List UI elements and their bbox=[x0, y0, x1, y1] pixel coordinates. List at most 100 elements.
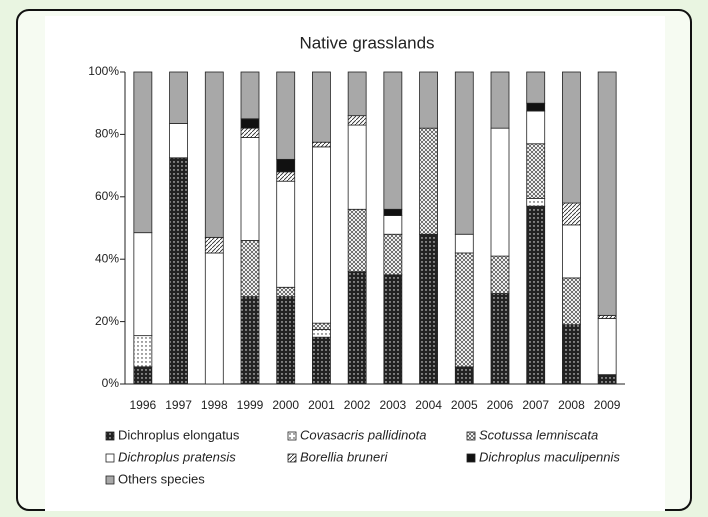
legend-swatch bbox=[105, 453, 115, 463]
y-tick-label: 20% bbox=[95, 314, 119, 328]
x-tick-label: 2004 bbox=[415, 398, 442, 412]
x-tick-label: 1997 bbox=[165, 398, 192, 412]
bar-segment bbox=[169, 71, 188, 124]
bar-segment bbox=[240, 71, 260, 120]
bar-segment bbox=[526, 110, 546, 145]
legend-label: Dichroplus pratensis bbox=[118, 449, 236, 464]
bar-segment bbox=[454, 366, 474, 385]
bar-segment bbox=[562, 324, 581, 385]
x-tick-label: 2009 bbox=[594, 398, 621, 412]
bar-segment bbox=[419, 233, 438, 385]
legend-label: Dichroplus maculipennis bbox=[479, 449, 620, 464]
x-tick-label: 2007 bbox=[522, 398, 549, 412]
bar-segment bbox=[276, 296, 296, 385]
bar-segment bbox=[312, 322, 331, 330]
x-tick-label: 1999 bbox=[237, 398, 264, 412]
bar-segment bbox=[490, 71, 510, 129]
bar-segment bbox=[383, 208, 403, 216]
legend-swatch bbox=[466, 453, 476, 463]
y-tick-label: 0% bbox=[102, 376, 120, 390]
x-tick-label: 2003 bbox=[380, 398, 407, 412]
bar-segment bbox=[526, 205, 546, 385]
bar-segment bbox=[133, 71, 153, 234]
x-tick-label: 2006 bbox=[487, 398, 514, 412]
legend-swatch bbox=[105, 431, 115, 441]
bar-segment bbox=[526, 143, 546, 199]
bar-segment bbox=[490, 255, 510, 294]
bar-segment bbox=[204, 236, 224, 254]
bar-segment bbox=[312, 336, 331, 385]
bar-segment bbox=[597, 314, 617, 319]
legend-swatch bbox=[466, 431, 476, 441]
x-tick-label: 1996 bbox=[130, 398, 157, 412]
legend-label: Scotussa lemniscata bbox=[479, 427, 598, 442]
bar-segment bbox=[312, 141, 331, 148]
bar-segment bbox=[312, 328, 331, 338]
bar-segment bbox=[312, 71, 331, 143]
bar-segment bbox=[276, 71, 296, 160]
y-tick-label: 40% bbox=[95, 251, 119, 265]
bar-segment bbox=[347, 208, 367, 273]
y-tick-label: 80% bbox=[95, 127, 119, 141]
bar-segment bbox=[526, 102, 546, 112]
bar-segment bbox=[419, 127, 438, 235]
x-tick-label: 1998 bbox=[201, 398, 228, 412]
x-tick-label: 2002 bbox=[344, 398, 371, 412]
bar-segment bbox=[562, 277, 581, 326]
bar-segment bbox=[383, 71, 403, 210]
bar-segment bbox=[133, 335, 153, 368]
legend-label: Dichroplus elongatus bbox=[118, 427, 240, 442]
bar-segment bbox=[383, 233, 403, 276]
bar-segment bbox=[454, 71, 474, 235]
bar-segment bbox=[133, 232, 153, 337]
bar-segment bbox=[562, 71, 581, 204]
bar-segment bbox=[347, 124, 367, 210]
bar-segment bbox=[204, 252, 224, 385]
bar-segment bbox=[490, 127, 510, 257]
bar-segment bbox=[240, 137, 260, 241]
legend-label: Borellia bruneri bbox=[300, 449, 389, 464]
bar-segment bbox=[597, 374, 617, 385]
y-tick-label: 100% bbox=[88, 64, 119, 78]
bar-segment bbox=[562, 224, 581, 279]
bar-segment bbox=[454, 252, 474, 368]
x-tick-label: 2000 bbox=[272, 398, 299, 412]
bar-segment bbox=[276, 286, 296, 298]
y-tick-label: 60% bbox=[95, 189, 119, 203]
bar-segment bbox=[240, 296, 260, 385]
bar-segment bbox=[454, 233, 474, 254]
bar-segment bbox=[347, 115, 367, 126]
x-tick-label: 2008 bbox=[558, 398, 585, 412]
bar-segment bbox=[240, 127, 260, 138]
bar-segment bbox=[347, 71, 367, 117]
legend-label: Others species bbox=[118, 471, 205, 486]
x-tick-label: 2001 bbox=[308, 398, 335, 412]
legend-label: Covasacris pallidinota bbox=[300, 427, 426, 442]
bar-segment bbox=[383, 215, 403, 235]
bar-segment bbox=[526, 197, 546, 207]
x-tick-label: 2005 bbox=[451, 398, 478, 412]
bar-segment bbox=[240, 118, 260, 129]
bar-segment bbox=[276, 158, 296, 173]
bar-segment bbox=[597, 318, 617, 376]
bar-segment bbox=[526, 71, 546, 104]
legend-swatch bbox=[287, 453, 297, 463]
bar-segment bbox=[562, 202, 581, 226]
legend-swatch bbox=[287, 431, 297, 441]
bar-segment bbox=[490, 293, 510, 385]
bar-segment bbox=[383, 274, 403, 385]
chart-title: Native grasslands bbox=[299, 33, 434, 52]
bar-segment bbox=[240, 240, 260, 298]
bar-segment bbox=[419, 71, 438, 129]
bar-segment bbox=[133, 366, 153, 385]
bar-segment bbox=[597, 71, 617, 316]
bar-segment bbox=[276, 180, 296, 288]
bar-segment bbox=[312, 146, 331, 324]
bar-segment bbox=[276, 171, 296, 182]
bar-segment bbox=[169, 123, 188, 159]
bar-segment bbox=[347, 271, 367, 385]
bar-segment bbox=[169, 157, 188, 385]
legend-swatch bbox=[105, 475, 115, 485]
